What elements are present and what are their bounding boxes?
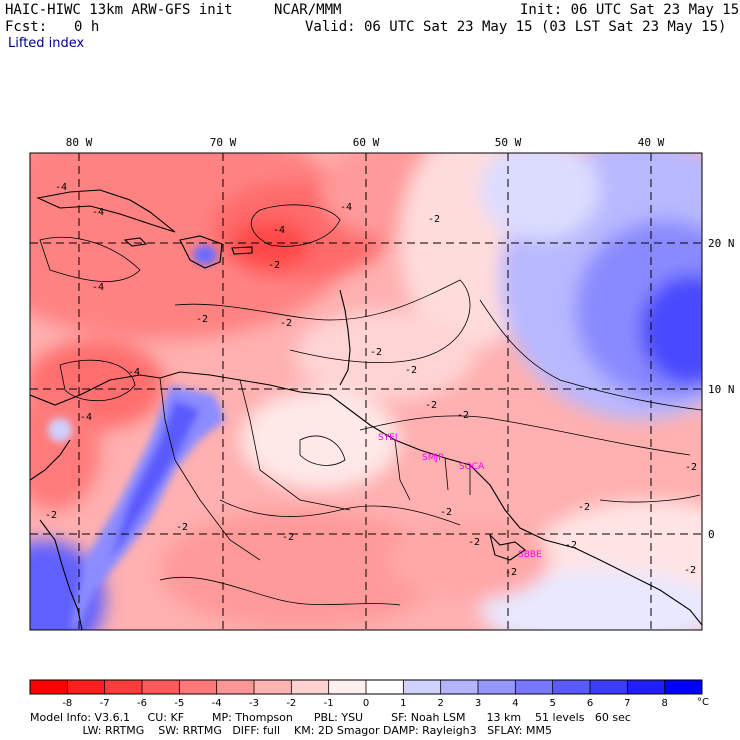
station-label: SMJP [422,453,444,463]
lat-label: 20 N [708,237,735,250]
model-info-line1: Model Info: V3.6.1 CU: KF MP: Thompson P… [30,711,631,724]
contour-label: -2 [370,347,382,358]
colorbar-swatch [366,680,404,694]
colorbar-swatch [179,680,218,694]
contour-label: -2 [405,365,417,376]
colorbar-swatch [67,680,106,694]
colorbar-swatch [254,680,292,694]
contour-label: -2 [505,567,517,578]
colorbar-swatch [664,680,703,694]
contour-label: -2 [176,522,188,533]
colorbar-tick-label: 2 [437,698,443,709]
model-title: HAIC-HIWC 13km ARW-GFS init [5,2,233,18]
fcst-label: Fcst: [5,19,48,35]
model-info-line2: LW: RRTMG SW: RRTMG DIFF: full KM: 2D Sm… [30,724,552,737]
colorbar-swatch [104,680,143,694]
colorbar-swatch [142,680,180,694]
colorbar-unit: °C [697,697,709,708]
fcst-value: 0 h [74,19,100,35]
lon-label: 70 W [210,136,237,149]
colorbar-tick-label: 4 [512,698,518,709]
station-label: SBBE [518,550,542,560]
coastlines [30,189,702,630]
contour-label: -4 [273,225,285,236]
stations: SYEJ SMJP SOCA SBBE [378,433,542,560]
contour-label: -2 [196,314,208,325]
lat-label: 0 [708,528,715,541]
init-time: Init: 06 UTC Sat 23 May 15 [520,2,740,18]
colorbar-tick-label: 3 [475,698,481,709]
contour-label: -2 [268,260,280,271]
field-shading [30,153,702,630]
contour-label: -2 [425,400,437,411]
contour-label: -2 [468,537,480,548]
contour-label: -4 [92,282,104,293]
lat-label: 10 N [708,383,735,396]
colorbar-tick-label: 5 [549,698,555,709]
contour-label: -4 [128,367,140,378]
station-label: SYEJ [378,433,398,443]
contour-label: -2 [428,214,440,225]
org-label: NCAR/MMM [274,2,342,18]
field-name: Lifted index [8,36,85,51]
graticule [30,153,702,630]
contour-label: -2 [685,462,697,473]
lon-label: 80 W [66,136,93,149]
colorbar-tick-label: -6 [137,698,147,709]
colorbar-tick-label: -2 [286,698,296,709]
lon-label: 40 W [638,136,665,149]
colorbar-swatch [627,680,666,694]
contour-labels: -4 -4 -4 -4 -4 -4 -4 -2 -2 -2 -2 -2 -2 -… [45,182,697,578]
contour-label: -4 [92,207,104,218]
contour-label: -2 [684,565,696,576]
contour-label: -2 [440,507,452,518]
contour-label: -4 [340,202,352,213]
colorbar-swatch [216,680,255,694]
contours [39,204,702,606]
colorbar-swatch [30,680,68,694]
colorbar-swatch [552,680,591,694]
colorbar-swatch [328,680,367,694]
colorbar-swatch [590,680,628,694]
colorbar-tick-label: 0 [363,698,369,709]
contour-label: -2 [45,510,57,521]
colorbar-tick-label: -4 [212,698,222,709]
contour-label: -2 [578,502,590,513]
colorbar-tick-label: 1 [400,698,406,709]
contour-label: -2 [282,532,294,543]
colorbar-swatch [403,680,442,694]
contour-label: -4 [55,182,67,193]
colorbar: -8 -7 -6 -5 -4 -3 -2 -1 0 1 2 3 4 5 6 7 8 [29,679,703,709]
colorbar-swatch [478,680,516,694]
contour-label: -2 [457,410,469,421]
colorbar-swatch [515,680,554,694]
colorbar-tick-label: 6 [587,698,593,709]
contour-label: -2 [565,540,577,551]
plot-frame [29,152,703,631]
colorbar-tick-label: -3 [249,698,259,709]
colorbar-tick-label: 7 [624,698,630,709]
station-label: SOCA [459,462,485,472]
colorbar-swatch [291,680,330,694]
lon-label: 60 W [353,136,380,149]
contour-label: -2 [280,318,292,329]
colorbar-tick-label: -8 [62,698,72,709]
colorbar-swatch [440,680,479,694]
valid-time: Valid: 06 UTC Sat 23 May 15 (03 LST Sat … [305,19,727,35]
lon-label: 50 W [495,136,522,149]
colorbar-tick-label: -5 [174,698,184,709]
contour-label: -4 [80,412,92,423]
colorbar-tick-label: -1 [324,698,334,709]
colorbar-tick-label: 8 [661,698,667,709]
colorbar-tick-label: -7 [100,698,110,709]
